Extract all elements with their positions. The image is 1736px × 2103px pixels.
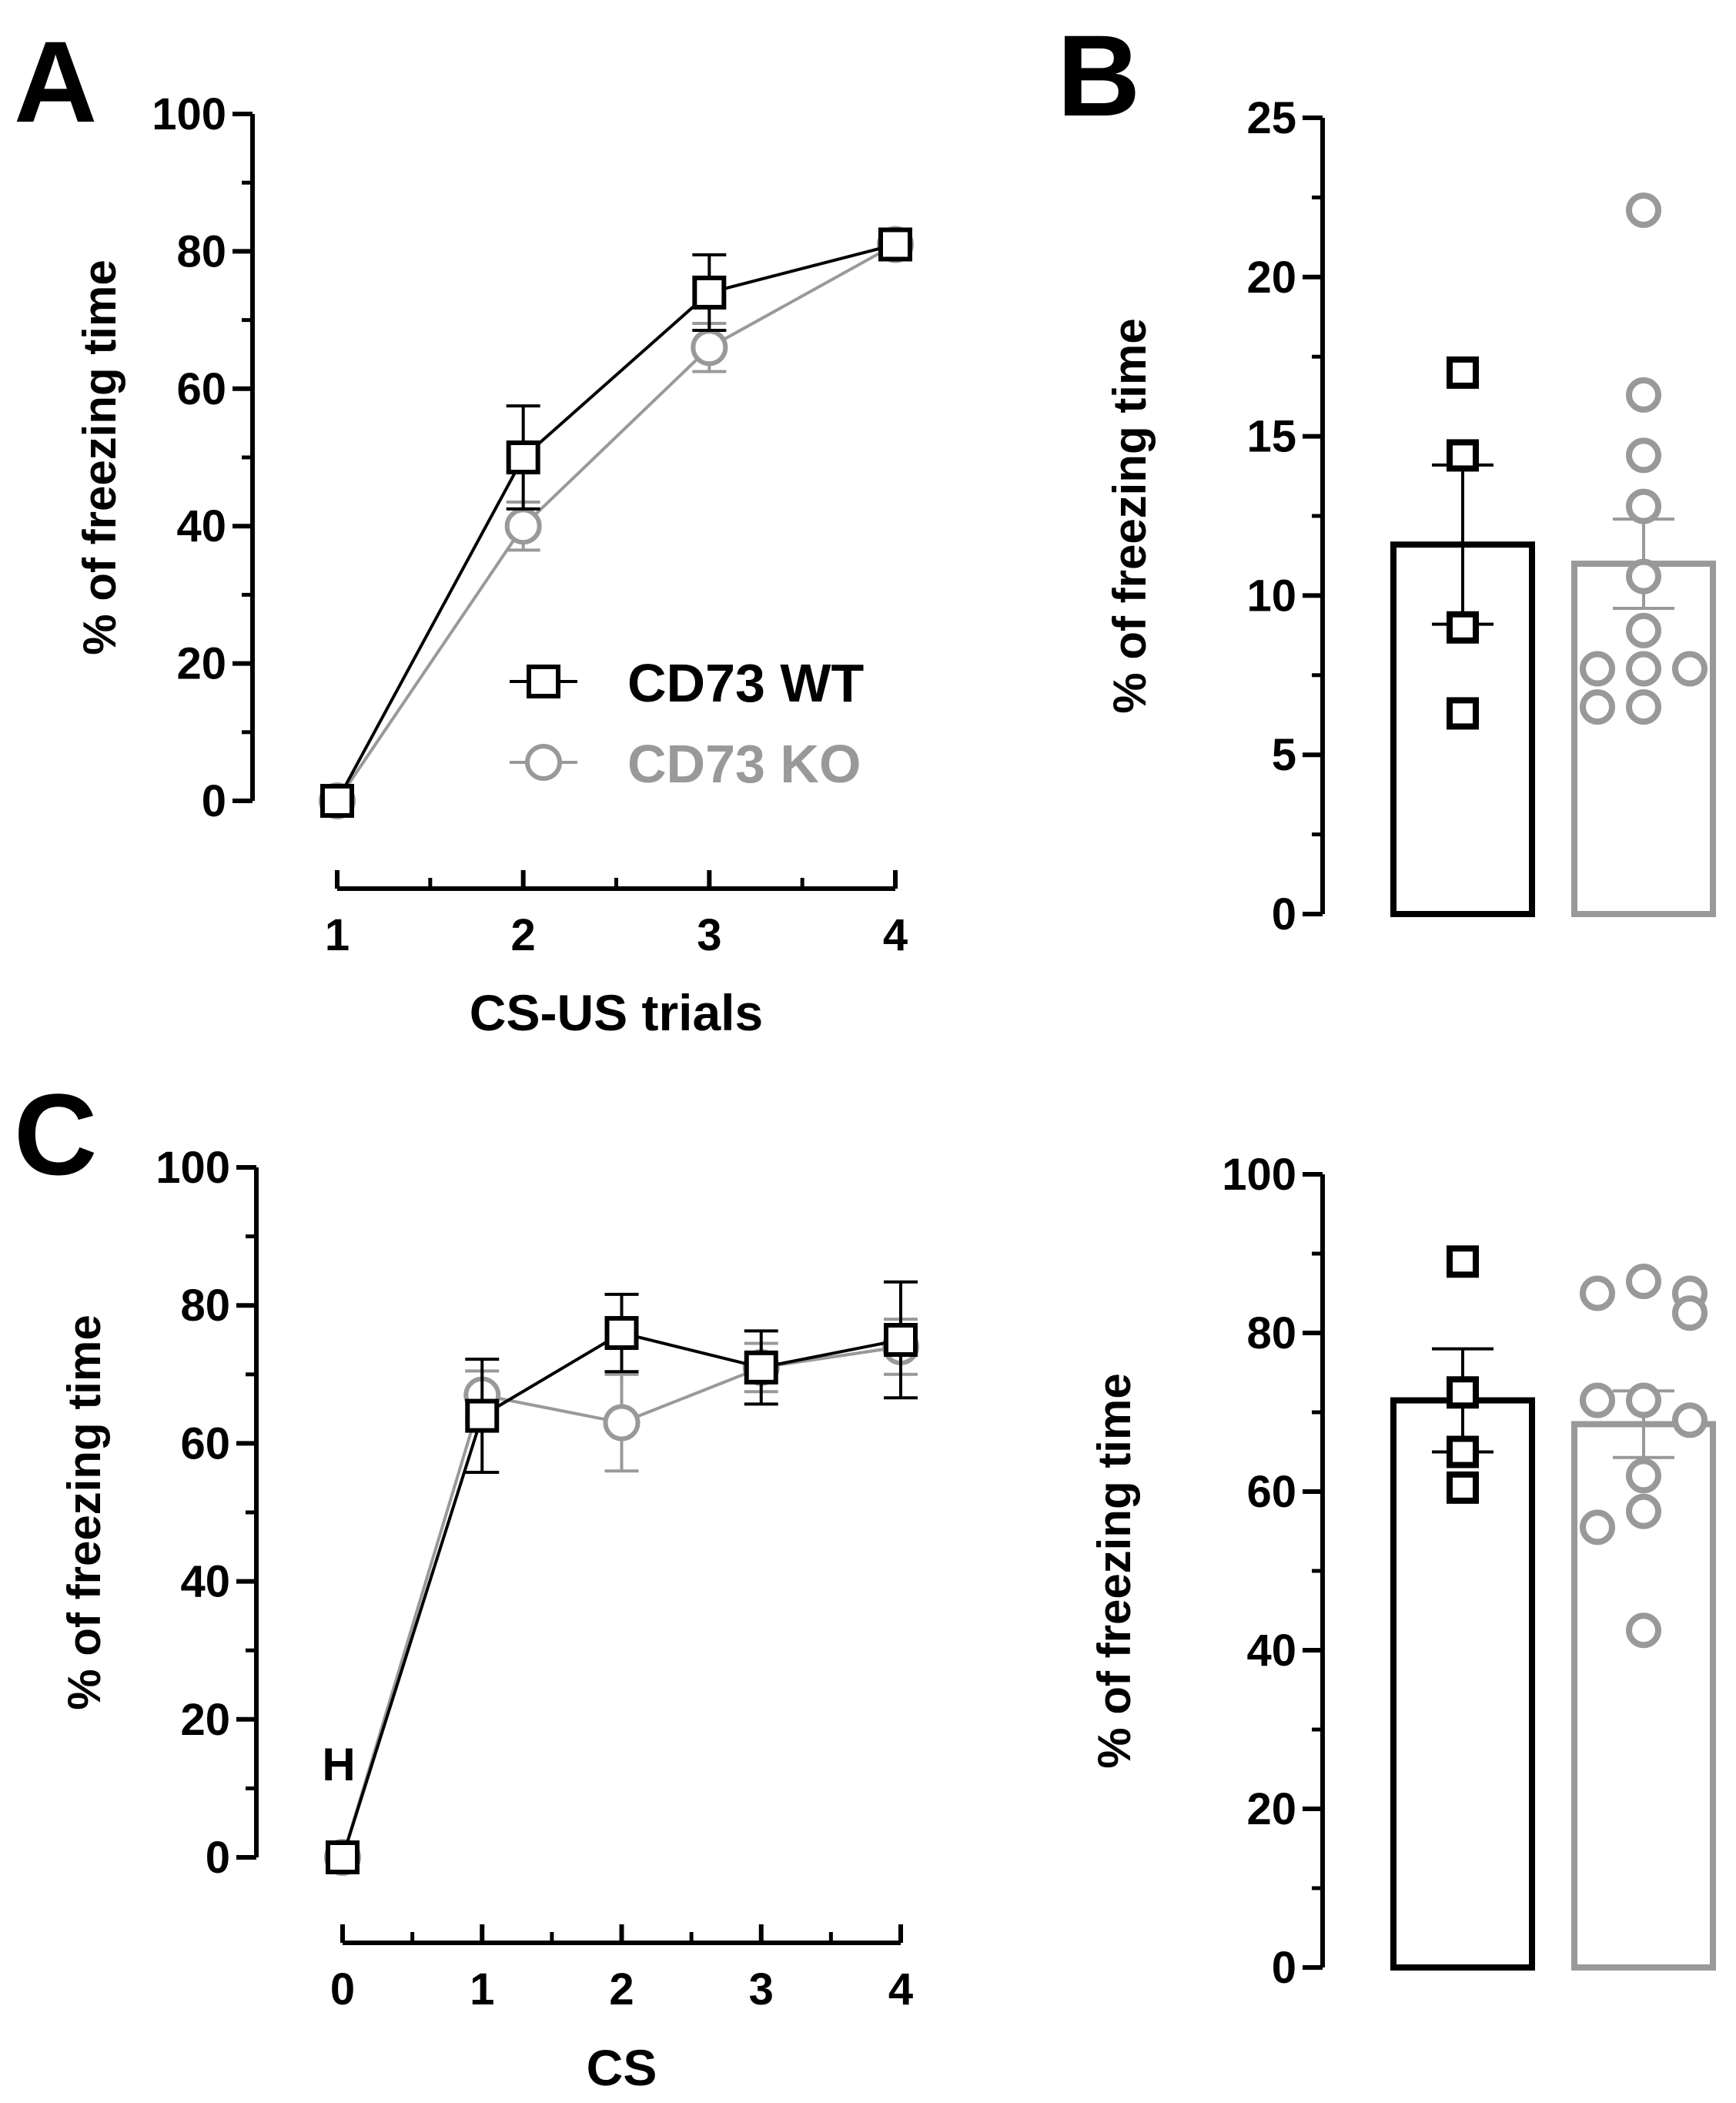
individual-point-ko xyxy=(1626,689,1661,725)
data-point-wt xyxy=(320,784,354,818)
panel-label: B xyxy=(1057,11,1140,140)
legend-marker-wt xyxy=(527,665,560,698)
individual-point-wt xyxy=(1447,697,1479,730)
data-point-wt xyxy=(506,440,540,474)
individual-point-ko xyxy=(1626,1382,1661,1418)
x-tick-label: 4 xyxy=(888,1964,913,2014)
individual-point-ko xyxy=(1626,1264,1661,1300)
x-axis-title: CS-US trials xyxy=(470,984,763,1041)
x-tick-label: 0 xyxy=(330,1964,355,2014)
series-line-ko xyxy=(336,243,896,802)
individual-point-wt xyxy=(1447,439,1479,472)
y-tick-label: 20 xyxy=(180,1695,230,1745)
data-point-wt xyxy=(878,227,912,262)
x-tick-label: 1 xyxy=(470,1964,494,2014)
data-point-ko xyxy=(603,1404,641,1442)
panel-label: C xyxy=(14,1070,97,1199)
data-point-ko xyxy=(691,329,728,367)
legend-label-ko: CD73 KO xyxy=(627,734,861,794)
y-tick-label: 40 xyxy=(176,501,226,551)
x-tick-label: 3 xyxy=(749,1964,774,2014)
y-tick-label: 0 xyxy=(202,776,226,826)
y-tick-label: 0 xyxy=(1272,1943,1296,1993)
individual-point-ko xyxy=(1580,1275,1615,1311)
x-tick-label: 1 xyxy=(325,910,350,960)
data-point-wt xyxy=(604,1316,639,1351)
y-tick-label: 100 xyxy=(1222,1150,1296,1200)
y-tick-label: 10 xyxy=(1246,571,1296,621)
individual-point-ko xyxy=(1626,488,1661,524)
y-tick-label: 80 xyxy=(1246,1308,1296,1358)
legend-label-wt: CD73 WT xyxy=(627,653,864,713)
y-tick-label: 60 xyxy=(176,364,226,414)
individual-point-ko xyxy=(1672,1295,1708,1331)
individual-point-wt xyxy=(1447,1471,1479,1504)
individual-point-wt xyxy=(1447,1376,1479,1409)
individual-point-wt xyxy=(1447,356,1479,389)
individual-point-ko xyxy=(1626,1612,1661,1649)
y-tick-label: 60 xyxy=(180,1418,230,1468)
individual-point-ko xyxy=(1580,1509,1615,1545)
data-point-wt xyxy=(692,275,727,310)
individual-point-ko xyxy=(1626,558,1661,594)
individual-point-ko xyxy=(1580,651,1615,687)
individual-point-ko xyxy=(1626,192,1661,228)
data-point-wt xyxy=(326,1840,360,1874)
y-axis-title: % of freezing time xyxy=(1089,1373,1140,1768)
y-axis-title: % of freezing time xyxy=(74,260,125,655)
y-tick-label: 20 xyxy=(1246,1784,1296,1834)
individual-point-ko xyxy=(1626,377,1661,413)
individual-point-ko xyxy=(1626,1493,1661,1529)
y-tick-label: 80 xyxy=(176,226,226,276)
y-tick-label: 20 xyxy=(176,639,226,689)
panel-label: A xyxy=(14,17,97,146)
annotation-habituation: H xyxy=(322,1739,355,1790)
legend-marker-ko xyxy=(525,744,562,781)
y-tick-label: 60 xyxy=(1246,1467,1296,1517)
y-tick-label: 0 xyxy=(1272,889,1296,939)
individual-point-ko xyxy=(1626,1458,1661,1494)
x-tick-label: 2 xyxy=(511,910,536,960)
data-point-wt xyxy=(744,1350,778,1385)
x-tick-label: 4 xyxy=(883,910,908,960)
x-tick-label: 3 xyxy=(697,910,721,960)
y-tick-label: 5 xyxy=(1272,730,1296,780)
x-axis-title: CS xyxy=(587,2039,657,2096)
y-axis-title: % of freezing time xyxy=(59,1314,110,1710)
individual-point-wt xyxy=(1447,611,1479,644)
y-tick-label: 80 xyxy=(180,1281,230,1331)
series-line-wt xyxy=(336,243,896,802)
individual-point-wt xyxy=(1447,1245,1479,1278)
x-tick-label: 2 xyxy=(609,1964,634,2014)
individual-point-ko xyxy=(1626,612,1661,648)
y-axis-title: % of freezing time xyxy=(1104,318,1156,713)
individual-point-ko xyxy=(1626,437,1661,474)
data-point-wt xyxy=(884,1323,918,1357)
individual-point-wt xyxy=(1447,1435,1479,1468)
y-tick-label: 25 xyxy=(1246,93,1296,143)
y-tick-label: 40 xyxy=(180,1557,230,1607)
data-point-ko xyxy=(504,507,542,545)
individual-point-ko xyxy=(1626,651,1661,687)
individual-point-ko xyxy=(1580,1382,1615,1418)
y-tick-label: 15 xyxy=(1246,412,1296,462)
y-tick-label: 0 xyxy=(206,1833,230,1883)
individual-point-ko xyxy=(1672,1402,1708,1438)
individual-point-ko xyxy=(1580,689,1615,725)
data-point-wt xyxy=(465,1398,500,1433)
y-tick-label: 100 xyxy=(156,1143,230,1193)
y-tick-label: 20 xyxy=(1246,253,1296,303)
y-tick-label: 100 xyxy=(152,89,226,139)
y-tick-label: 40 xyxy=(1246,1626,1296,1676)
individual-point-ko xyxy=(1672,651,1708,687)
